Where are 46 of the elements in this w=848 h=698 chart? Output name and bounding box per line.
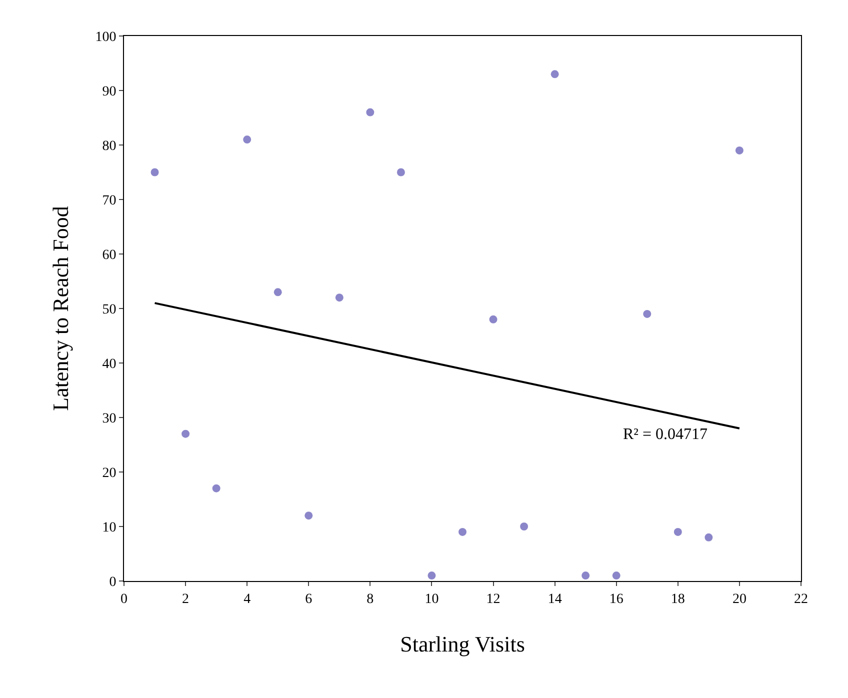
y-tick-label: 30	[102, 411, 116, 426]
point	[520, 522, 528, 530]
x-tick-label: 18	[670, 592, 685, 607]
point	[704, 533, 713, 542]
x-tick-label: 4	[244, 592, 251, 607]
x-tick-label: 8	[366, 592, 374, 607]
x-tick-label: 6	[305, 592, 312, 607]
x-tick-label: 20	[732, 592, 746, 607]
point	[612, 572, 620, 580]
point	[674, 528, 682, 536]
x-tick-label: 22	[794, 592, 808, 607]
point	[489, 315, 498, 324]
point	[243, 136, 252, 144]
point	[335, 294, 344, 302]
annotation: R² = 0.04717	[623, 426, 708, 443]
y-tick-label: 10	[102, 520, 116, 536]
point	[274, 288, 282, 296]
point	[212, 484, 220, 492]
y-tick-label: 0	[109, 574, 116, 590]
x-tick-label: 16	[609, 592, 624, 607]
y-tick-label: 50	[102, 302, 116, 318]
x-tick-label: 12	[486, 592, 500, 607]
y-axis-title: Latency to Reach Food	[48, 206, 73, 411]
point	[428, 572, 436, 580]
point	[366, 108, 374, 116]
x-tick-label: 0	[120, 592, 128, 607]
x-tick-label: 10	[424, 592, 439, 607]
y-tick-label: 80	[102, 138, 116, 154]
point	[150, 168, 159, 176]
y-tick-label: 60	[102, 248, 116, 263]
x-axis-title: Starling Visits	[400, 632, 525, 657]
x-tick-label: 14	[548, 592, 562, 607]
y-tick-label: 100	[95, 30, 116, 45]
x-tick-label: 2	[182, 592, 190, 607]
point	[458, 528, 466, 536]
point	[304, 512, 313, 520]
point	[550, 70, 559, 78]
point	[182, 430, 190, 438]
y-tick-label: 40	[102, 356, 116, 372]
y-tick-label: 20	[102, 466, 116, 481]
point	[643, 310, 652, 318]
point	[396, 168, 405, 176]
y-tick-label: 70	[102, 193, 116, 208]
point	[735, 146, 744, 154]
point	[582, 572, 590, 580]
y-tick-label: 90	[102, 84, 116, 100]
